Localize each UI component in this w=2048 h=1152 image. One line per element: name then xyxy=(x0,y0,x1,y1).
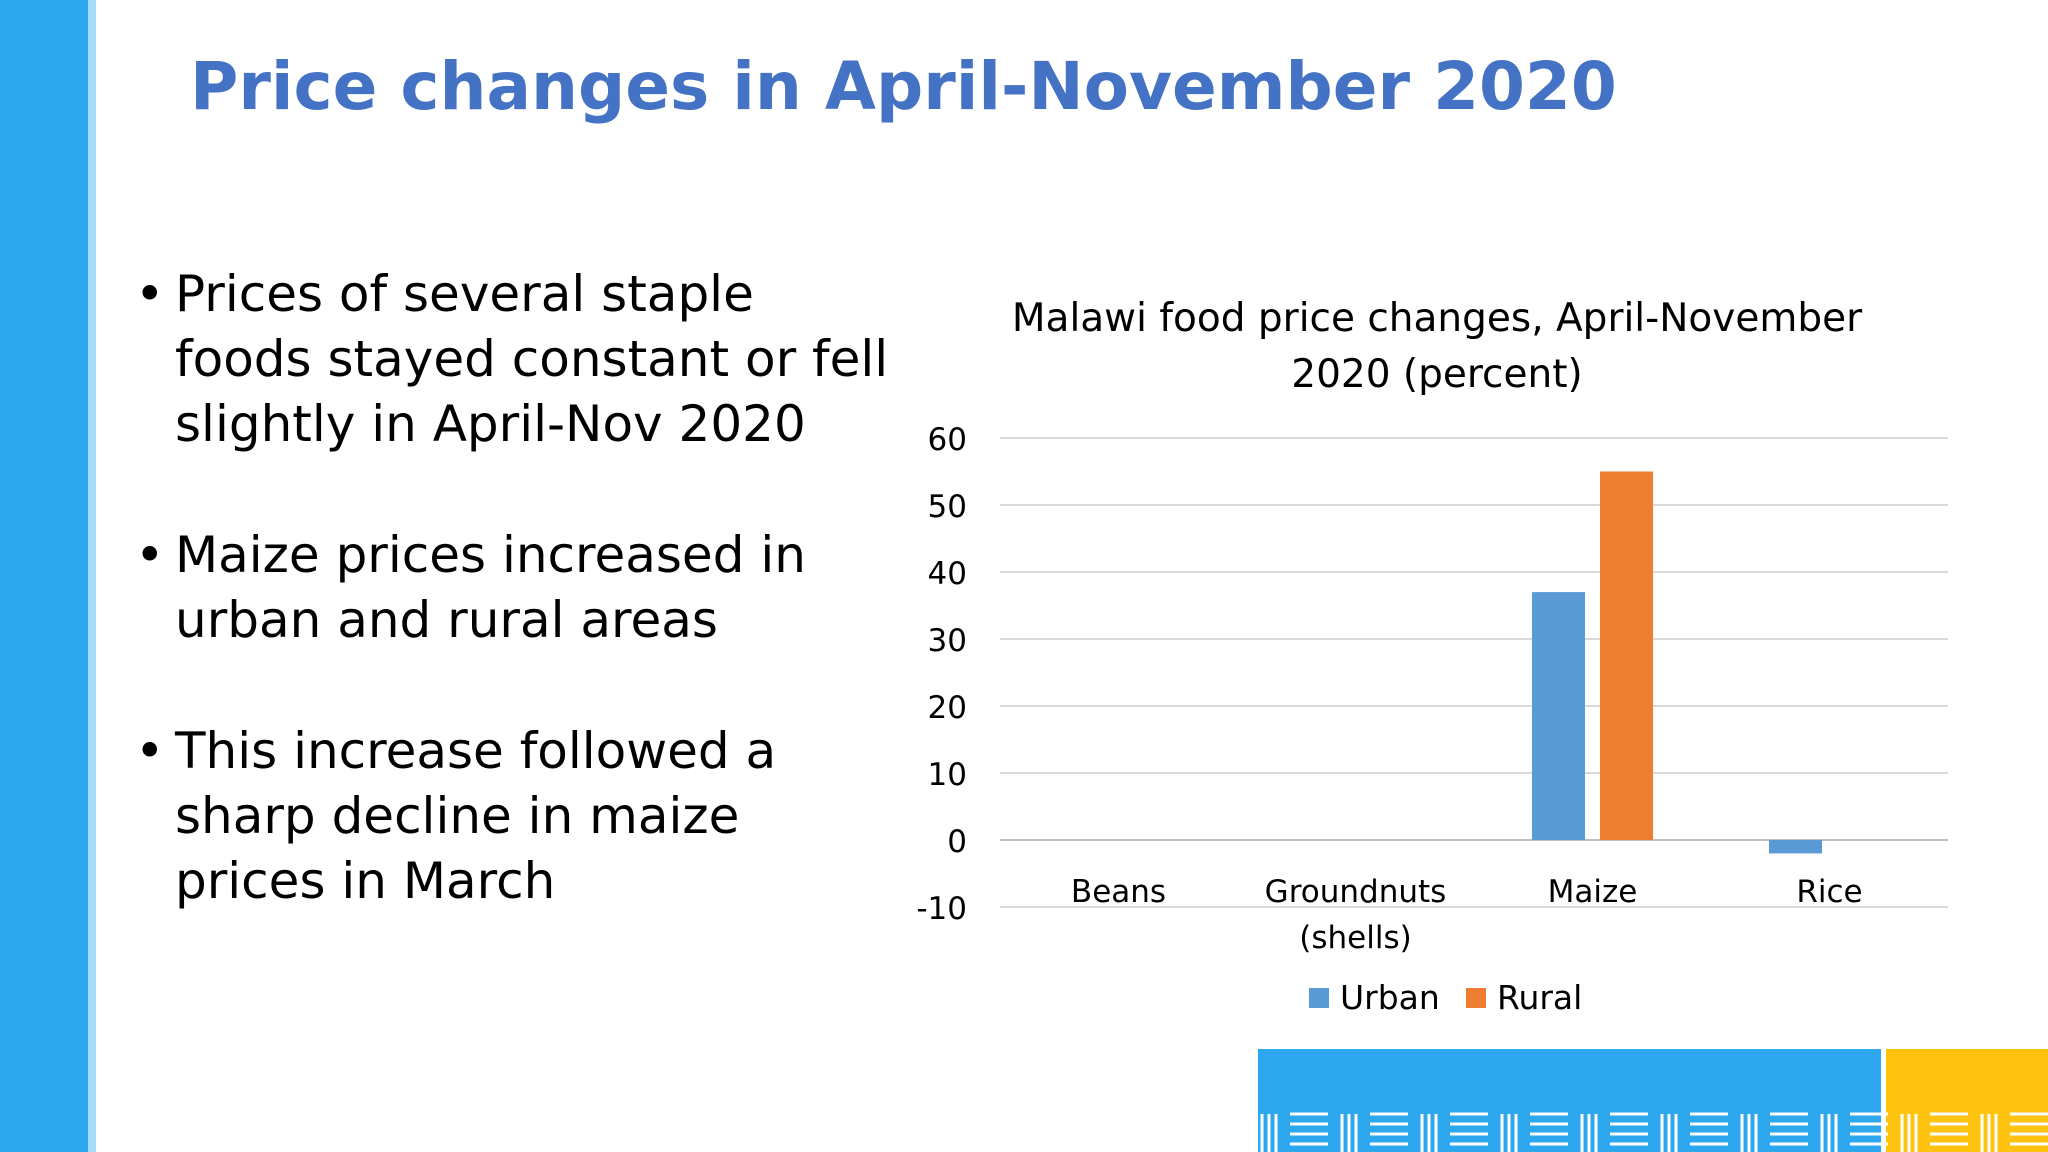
chart-title-line-1: Malawi food price changes, April-Novembe… xyxy=(1012,296,1863,341)
x-category-label: Maize xyxy=(1548,874,1638,910)
x-category-label: Beans xyxy=(1071,874,1166,910)
side-accent-bar xyxy=(0,0,88,1152)
y-tick-label: 60 xyxy=(928,422,967,458)
bullet-item: Maize prices increased in urban and rura… xyxy=(135,523,895,653)
x-category-label: Rice xyxy=(1796,874,1862,910)
x-category-label: Groundnuts xyxy=(1265,874,1447,910)
legend-label-rural: Rural xyxy=(1497,978,1582,1017)
y-tick-label: 30 xyxy=(928,623,967,659)
bullet-item: Prices of several staple foods stayed co… xyxy=(135,262,895,457)
legend-swatch-rural xyxy=(1466,988,1486,1008)
y-tick-label: 40 xyxy=(928,556,967,592)
bar-urban-maize xyxy=(1532,592,1585,840)
footer-divider xyxy=(1881,1049,1886,1152)
y-tick-label: 50 xyxy=(928,489,967,525)
bullet-item: This increase followed a sharp decline i… xyxy=(135,719,895,914)
y-tick-label: 10 xyxy=(928,757,967,793)
y-tick-label: 20 xyxy=(928,690,967,726)
chart-title-line-2: 2020 (percent) xyxy=(1291,352,1582,397)
legend-swatch-urban xyxy=(1309,988,1329,1008)
x-category-label: (shells) xyxy=(1299,920,1411,956)
bullet-list: Prices of several staple foods stayed co… xyxy=(135,262,895,980)
side-accent-bar-edge xyxy=(88,0,96,1152)
slide-title: Price changes in April-November 2020 xyxy=(190,48,1617,125)
y-tick-label: 0 xyxy=(947,824,967,860)
bar-rural-maize xyxy=(1600,471,1653,840)
bar-urban-rice xyxy=(1769,840,1822,854)
y-tick-label: -10 xyxy=(916,891,967,927)
legend-label-urban: Urban xyxy=(1340,978,1440,1017)
